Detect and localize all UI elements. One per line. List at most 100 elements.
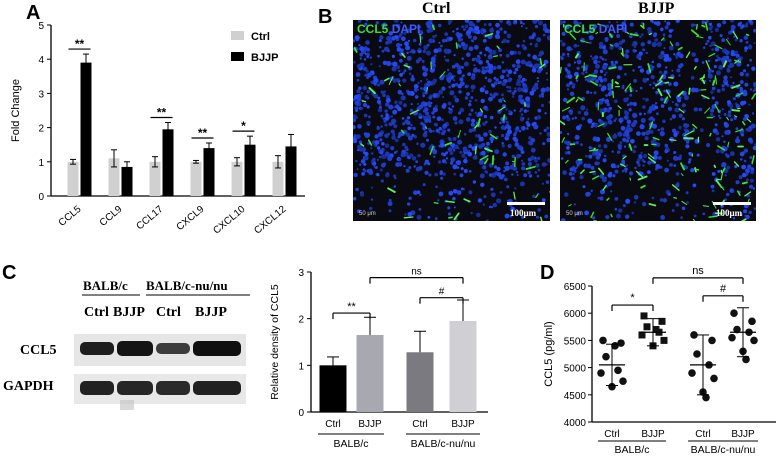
x-tick-label: CCL17 [135, 204, 166, 233]
x-tick-label: CCL9 [98, 204, 125, 229]
bar [406, 352, 434, 412]
bar [231, 161, 243, 196]
y-tick-label: 0 [298, 408, 304, 419]
x-tick-label: Ctrl [325, 419, 341, 430]
blot-band-ccl5 [193, 341, 241, 356]
blot-row-label-ccl5: CCL5 [20, 343, 57, 358]
bar [67, 161, 79, 196]
significance-label: # [439, 287, 445, 298]
legend-label: BJJP [251, 52, 279, 64]
stain-ccl5-label: CCL5 [564, 22, 596, 36]
blot-band-ccl5 [156, 343, 190, 354]
bar [162, 129, 174, 196]
data-point [710, 374, 718, 383]
bar [244, 144, 256, 196]
blot-band-ccl5 [117, 341, 153, 356]
y-tick-label: 1 [38, 158, 44, 169]
blot-lane-label: Ctrl [84, 305, 109, 320]
data-point [652, 326, 660, 334]
blot-group-nude: BALB/c-nu/nu [146, 278, 228, 293]
significance-label: ns [692, 265, 704, 277]
bar [121, 166, 133, 196]
data-point [608, 382, 616, 391]
x-tick-label: Ctrl [695, 429, 711, 440]
panel-label-d: D [540, 262, 555, 284]
data-point [617, 339, 625, 347]
x-tick-label: Ctrl [412, 419, 428, 430]
micrograph-bjjp: CCL5 DAPI 100μm 50 μm [560, 20, 756, 221]
significance-label: ** [347, 301, 356, 313]
x-tick-label: CXCL12 [252, 204, 288, 237]
y-tick-label: 0 [38, 192, 44, 203]
data-point [750, 336, 758, 345]
bar [203, 148, 215, 196]
data-point [614, 366, 622, 375]
blot-smudge [120, 400, 134, 410]
micro-bjjp-stain-label: CCL5 DAPI [564, 22, 627, 36]
blot-band-gapdh [156, 381, 190, 395]
group-label: BALB/c [333, 438, 368, 450]
data-point [690, 331, 698, 339]
significance-label: ns [411, 267, 422, 278]
y-tick-label: 1 [298, 361, 304, 372]
bar [108, 158, 120, 196]
legend-label: Ctrl [251, 31, 270, 43]
x-tick-label: CCL5 [57, 204, 84, 229]
blot-band-gapdh [80, 381, 114, 395]
significance-label: # [720, 283, 727, 295]
significance-label: * [241, 119, 246, 133]
micro-ctrl-title: Ctrl [422, 0, 451, 17]
micro-bjjp-title: BJJP [638, 0, 675, 17]
small-scale-label: 50 μm [359, 211, 376, 217]
dapi-nuclei [353, 20, 550, 221]
bar [319, 365, 347, 412]
small-scale-label: 50 μm [566, 211, 583, 217]
blot-group-balbc: BALB/c [83, 278, 128, 293]
y-tick-label: 2 [38, 124, 44, 135]
scale-bar [713, 202, 751, 205]
y-tick-label: 4000 [564, 418, 587, 429]
group-label: BALB/c-nu/nu [411, 438, 476, 450]
bar [149, 161, 161, 196]
y-axis-label: Relative density of CCL5 [269, 284, 281, 400]
data-point [640, 312, 648, 320]
data-point [638, 331, 646, 339]
bar [80, 62, 92, 197]
x-tick-label: Ctrl [604, 429, 620, 440]
data-point [599, 336, 607, 345]
micrograph-ctrl: CCL5 DAPI 100μm 50 μm [353, 20, 550, 221]
blot-lane-label: Ctrl [156, 305, 181, 320]
x-tick-label: BJJP [451, 419, 475, 430]
scale-bar-label: 100μm [716, 208, 743, 218]
bar [449, 321, 477, 412]
y-tick-label: 5000 [564, 364, 587, 375]
group-label: BALB/c-nu/nu [691, 444, 756, 456]
data-point [619, 377, 627, 385]
scale-bar [507, 202, 545, 205]
y-tick-label: 3 [298, 268, 304, 279]
y-tick-label: 3 [38, 89, 44, 100]
western-blot: BALB/c BALB/c-nu/nu Ctrl BJJP Ctrl BJJP … [3, 278, 250, 410]
stain-dapi-label: DAPI [391, 22, 421, 36]
y-tick-label: 5 [38, 21, 44, 32]
data-point [748, 317, 756, 326]
blot-row-label-gapdh: GAPDH [3, 379, 54, 394]
data-point [658, 317, 666, 325]
blot-band-gapdh [117, 381, 153, 395]
data-point [688, 369, 696, 377]
dapi-nuclei [560, 20, 756, 221]
data-point [602, 352, 610, 361]
data-point [660, 336, 668, 344]
data-point [728, 333, 736, 342]
data-point [702, 393, 710, 402]
bar [285, 146, 297, 196]
y-tick-label: 6000 [564, 309, 587, 320]
y-axis-label: CCL5 (pg/ml) [543, 321, 555, 386]
ccl5-signal [560, 21, 756, 221]
data-point [742, 355, 750, 364]
blot-band-ccl5 [80, 342, 114, 355]
significance-label: * [630, 292, 635, 304]
x-tick-label: BJJP [358, 419, 382, 430]
stain-ccl5-label: CCL5 [357, 22, 389, 36]
